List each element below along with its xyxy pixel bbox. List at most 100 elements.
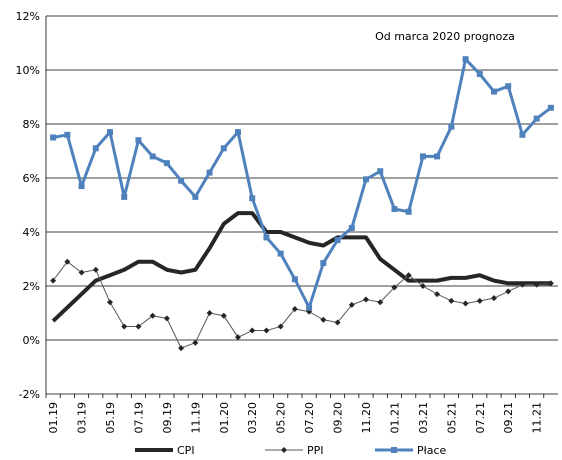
point [320,260,327,267]
x-tick-label: 07.21 [474,402,487,434]
point [92,266,99,273]
point [405,272,412,279]
x-tick-label: 11.20 [360,402,373,434]
point [476,297,483,304]
point [107,299,113,306]
point [149,312,156,319]
point [533,115,540,122]
point [121,193,128,200]
point [192,339,199,346]
point [476,71,483,78]
x-tick-label: 09.19 [161,402,174,434]
point [405,208,412,215]
y-tick-label: 10% [16,64,40,77]
point [448,297,455,304]
y-tick-label: 0% [23,334,40,347]
y-tick-label: 6% [23,172,40,185]
x-tick-label: 01.20 [218,402,231,434]
point [505,288,512,295]
point [291,276,298,283]
point [491,295,497,302]
point [135,323,142,330]
point [263,327,270,334]
legend-marker [281,447,287,453]
point [178,177,185,184]
point [519,281,526,288]
point [220,312,227,319]
point [163,160,170,167]
point [363,296,369,303]
point [448,123,455,130]
x-tick-label: 05.19 [104,402,117,434]
point [92,145,99,152]
point [291,305,298,312]
point [192,193,199,200]
legend-label: Płace [417,444,447,456]
y-tick-label: 12% [16,10,40,23]
series-line [51,211,551,323]
x-tick-label: 11.19 [189,402,202,434]
x-tick-label: 03.20 [246,402,259,434]
x-tick-label: 01.21 [388,402,401,434]
point [391,206,398,213]
point [249,327,256,334]
x-tick-label: 11.21 [531,402,544,434]
point [263,234,270,241]
y-tick-label: -2% [19,388,40,401]
x-tick-label: 05.20 [275,402,288,434]
point [235,334,241,341]
point [320,316,327,323]
point [149,153,156,160]
x-tick-label: 03.19 [76,402,89,434]
point [519,131,526,138]
point [434,153,441,160]
x-tick-label: 05.21 [445,402,458,434]
point [363,176,369,183]
annotation: Od marca 2020 prognoza [375,30,515,43]
point [277,323,284,330]
point [78,269,85,276]
point [547,280,554,287]
point [377,299,384,306]
x-tick-label: 03.21 [417,402,430,434]
point [206,169,213,176]
point [419,153,426,160]
point [491,88,497,95]
point [135,137,142,144]
x-tick-label: 07.20 [303,402,316,434]
point [533,281,540,288]
y-tick-label: 4% [23,226,40,239]
point [462,56,469,63]
legend-marker [391,447,397,453]
point [348,301,355,308]
legend-label: CPI [177,444,195,456]
point [206,310,213,316]
x-tick-label: 09.21 [502,402,515,434]
point [462,300,469,307]
point [306,304,313,311]
point [107,129,113,136]
point [64,131,71,138]
x-tick-label: 09.20 [332,402,345,434]
y-tick-label: 8% [23,118,40,131]
point [277,250,284,257]
point [377,168,384,175]
point [163,315,170,322]
point [178,345,185,352]
point [391,284,398,291]
y-tick-label: 2% [23,280,40,293]
point [78,183,85,190]
x-tick-label: 01.19 [47,402,60,434]
point [547,104,554,111]
point [334,319,341,326]
point [334,237,341,244]
legend-label: PPI [307,444,324,456]
x-tick-label: 07.19 [132,402,145,434]
point [50,277,57,284]
point [121,323,128,330]
series-line [52,57,552,310]
point [249,195,256,202]
point [50,134,57,141]
point [348,224,355,231]
